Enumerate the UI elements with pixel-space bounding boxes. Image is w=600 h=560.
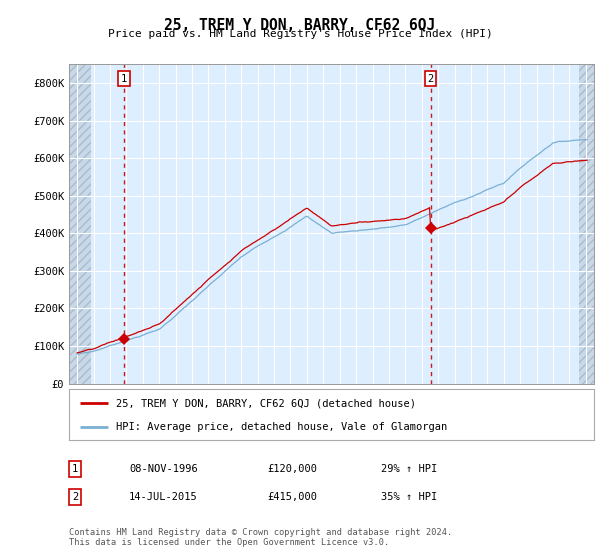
Bar [579, 64, 596, 384]
Text: 2: 2 [427, 74, 434, 84]
Text: HPI: Average price, detached house, Vale of Glamorgan: HPI: Average price, detached house, Vale… [116, 422, 448, 432]
Text: 2: 2 [72, 492, 78, 502]
Text: £415,000: £415,000 [267, 492, 317, 502]
Text: £120,000: £120,000 [267, 464, 317, 474]
Text: 25, TREM Y DON, BARRY, CF62 6QJ (detached house): 25, TREM Y DON, BARRY, CF62 6QJ (detache… [116, 398, 416, 408]
Text: 25, TREM Y DON, BARRY, CF62 6QJ: 25, TREM Y DON, BARRY, CF62 6QJ [164, 18, 436, 33]
Text: 1: 1 [72, 464, 78, 474]
Text: 29% ↑ HPI: 29% ↑ HPI [381, 464, 437, 474]
Text: Contains HM Land Registry data © Crown copyright and database right 2024.
This d: Contains HM Land Registry data © Crown c… [69, 528, 452, 547]
Bar [69, 64, 91, 384]
Text: Price paid vs. HM Land Registry's House Price Index (HPI): Price paid vs. HM Land Registry's House … [107, 29, 493, 39]
Text: 1: 1 [121, 74, 127, 84]
Text: 35% ↑ HPI: 35% ↑ HPI [381, 492, 437, 502]
Text: 14-JUL-2015: 14-JUL-2015 [129, 492, 198, 502]
Text: 08-NOV-1996: 08-NOV-1996 [129, 464, 198, 474]
